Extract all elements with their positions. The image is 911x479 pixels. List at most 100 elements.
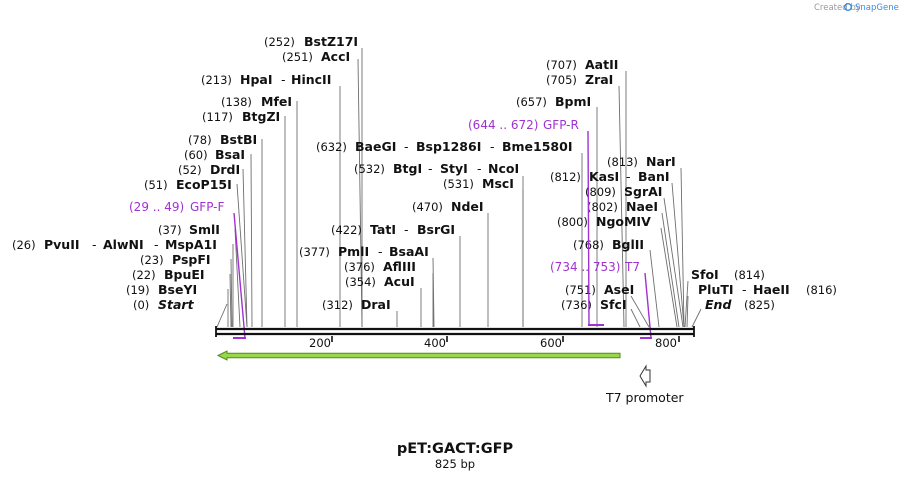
tick-200: 200 (309, 336, 331, 350)
primer-text: (734 .. 753) (550, 260, 620, 274)
site-position: (52) (178, 163, 202, 177)
enzyme-name: BpuEI (164, 267, 205, 282)
enzyme-name: End (705, 297, 732, 312)
site-mfei: (138) MfeI (221, 94, 292, 109)
site-pluti-haeii: PluTI - HaeII (816) (698, 282, 837, 297)
site-position: (532) (354, 162, 385, 176)
separator: - (626, 169, 631, 184)
site-position: (51) (144, 178, 168, 192)
t7-promoter: T7 promoter (605, 364, 684, 405)
site-start: (0) Start (133, 297, 195, 312)
enzyme-name: PluTI (698, 282, 734, 297)
site-position: (354) (345, 275, 376, 289)
site-position: (22) (132, 268, 156, 282)
site-pvuii-alwni-mspa1i: (26) PvuII - AlwNI - MspA1I (12, 237, 217, 252)
site-smli: (37) SmlI (158, 222, 220, 237)
plasmid-name: pET:GACT:GFP (397, 441, 514, 457)
site-bsai: (60) BsaI (184, 147, 245, 162)
site-ndei: (470) NdeI (412, 199, 484, 214)
enzyme-name: BglII (612, 237, 644, 252)
primer-text: (29 .. 49) (129, 200, 184, 214)
enzyme-name: AseI (604, 282, 634, 297)
site-aatii: (707) AatII (546, 57, 618, 72)
site-position: (707) (546, 58, 577, 72)
enzyme-name: PspFI (172, 252, 211, 267)
enzyme-name: KasI (589, 169, 619, 184)
enzyme-name: StyI (440, 161, 468, 176)
site-position: (37) (158, 223, 182, 237)
site-sgrai: (809) SgrAI (585, 184, 662, 199)
site-acui: (354) AcuI (345, 274, 415, 289)
site-btgi-styi-ncoi: (532) BtgI - StyI - NcoI (354, 161, 519, 176)
enzyme-name: AcuI (384, 274, 415, 289)
site-position: (802) (587, 200, 618, 214)
separator: - (154, 237, 159, 252)
site-ngomiv: (800) NgoMIV (557, 214, 651, 229)
site-naei: (802) NaeI (587, 199, 658, 214)
enzyme-name: SgrAI (624, 184, 662, 199)
primer-gfp-f: (29 .. 49) GFP-F (129, 200, 246, 339)
enzyme-name: BsaAI (389, 244, 429, 259)
site-position: (213) (201, 73, 232, 87)
primer-text: T7 (624, 260, 640, 274)
snapgene-credit: Created by SnapGene (814, 3, 899, 13)
separator: - (742, 282, 747, 297)
separator: - (428, 161, 433, 176)
enzyme-name: HpaI (240, 72, 273, 87)
enzyme-name: BstBI (220, 132, 257, 147)
separator: - (404, 222, 409, 237)
enzyme-name: NdeI (451, 199, 484, 214)
site-afliii: (376) AflIII (344, 259, 416, 274)
site-position: (816) (806, 283, 837, 297)
enzyme-name: NaeI (626, 199, 658, 214)
enzyme-name: SfcI (600, 297, 627, 312)
site-bpmi: (657) BpmI (516, 94, 591, 109)
site-position: (422) (331, 223, 362, 237)
enzyme-name: AatII (585, 57, 618, 72)
enzyme-name: NcoI (488, 161, 519, 176)
enzyme-name: MscI (482, 176, 514, 191)
site-drdi: (52) DrdI (178, 162, 240, 177)
enzyme-name: BtgI (393, 161, 422, 176)
enzyme-name: BstZ17I (304, 34, 358, 49)
site-position: (470) (412, 200, 443, 214)
primer-text: (644 .. 672) (468, 118, 538, 132)
site-tati-bsrgi: (422) TatI - BsrGI (331, 222, 455, 237)
site-zrai: (705) ZraI (546, 72, 613, 87)
site-position: (825) (744, 298, 775, 312)
site-position: (252) (264, 35, 295, 49)
enzyme-name: Bsp1286I (416, 139, 481, 154)
site-position: (23) (140, 253, 164, 267)
site-btgzi: (117) BtgZI (202, 109, 280, 124)
enzyme-name: AflIII (383, 259, 416, 274)
enzyme-name: NarI (646, 154, 676, 169)
gfp-feature-arrow (216, 350, 621, 361)
separator: - (281, 72, 286, 87)
site-hpai-hincii: (213) HpaI - HincII (201, 72, 331, 87)
enzyme-name: ZraI (585, 72, 613, 87)
site-drai: (312) DraI (322, 297, 391, 312)
site-position: (813) (607, 155, 638, 169)
separator: - (404, 139, 409, 154)
site-position: (809) (585, 185, 616, 199)
primer-t7: (734 .. 753) T7 (550, 260, 652, 339)
site-position: (657) (516, 95, 547, 109)
primer-text: GFP-R (543, 118, 579, 132)
site-baegi-bsp1286i-bme1580i: (632) BaeGI - Bsp1286I - Bme1580I (316, 139, 572, 154)
site-position: (376) (344, 260, 375, 274)
site-position: (814) (734, 268, 765, 282)
enzyme-name: BaeGI (355, 139, 396, 154)
primer-text: GFP-F (190, 200, 225, 214)
enzyme-name: EcoP15I (176, 177, 232, 192)
separator: - (92, 237, 97, 252)
enzyme-name: HincII (291, 72, 331, 87)
enzyme-name: AccI (321, 49, 350, 64)
enzyme-name: MfeI (261, 94, 292, 109)
site-ecop15i: (51) EcoP15I (144, 177, 232, 192)
site-bpuei: (22) BpuEI (132, 267, 205, 282)
snapgene-logo-icon (844, 3, 853, 11)
site-pmli-bsaai: (377) PmlI - BsaAI (299, 244, 429, 259)
enzyme-name: HaeII (753, 282, 790, 297)
site-position: (251) (282, 50, 313, 64)
